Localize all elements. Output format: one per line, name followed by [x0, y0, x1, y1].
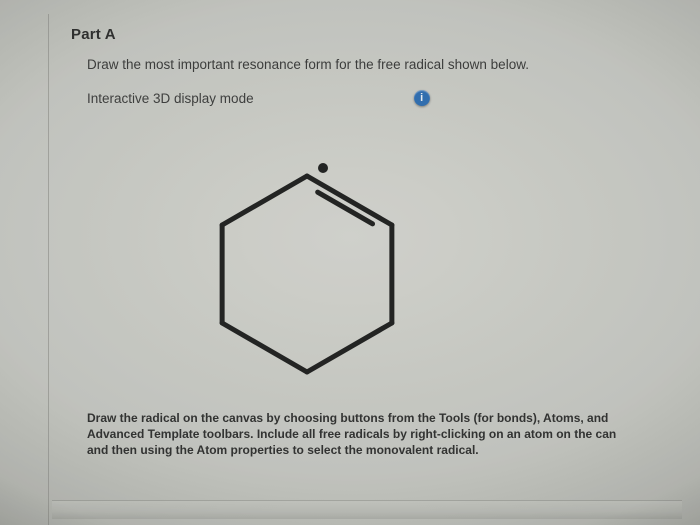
question-prompt: Draw the most important resonance form f… [87, 57, 700, 72]
molecule-diagram [87, 116, 607, 404]
toolbar-strip[interactable] [52, 500, 682, 519]
page-photo: Part A Draw the most important resonance… [0, 0, 700, 525]
display-mode-row: Interactive 3D display mode i [87, 90, 700, 106]
canvas-instructions: Draw the radical on the canvas by choosi… [87, 410, 697, 459]
part-label: Part A [71, 26, 700, 43]
instructions-line: Draw the radical on the canvas by choosi… [87, 411, 608, 425]
instructions-line: Advanced Template toolbars. Include all … [87, 427, 616, 441]
instructions-line: and then using the Atom properties to se… [87, 443, 479, 457]
question-panel: Part A Draw the most important resonance… [48, 14, 700, 525]
molecule-canvas[interactable] [87, 116, 607, 404]
display-mode-label[interactable]: Interactive 3D display mode [87, 91, 254, 106]
info-icon[interactable]: i [414, 90, 430, 106]
